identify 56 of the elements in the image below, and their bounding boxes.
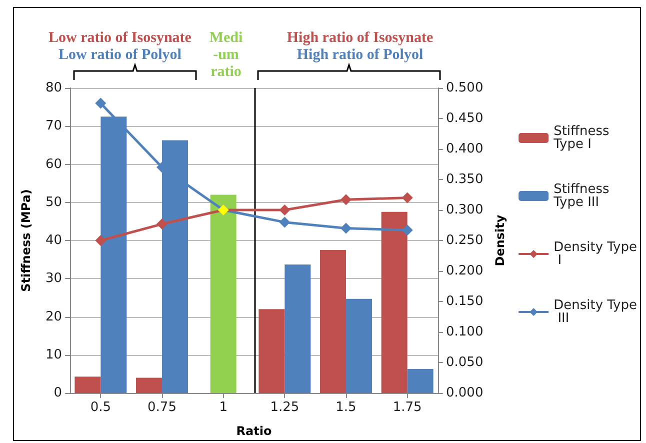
legend-label: Stiffness Type I <box>552 124 614 152</box>
point <box>340 222 352 234</box>
text: High ratio of Isosynate <box>286 30 434 47</box>
point <box>95 235 106 246</box>
point <box>156 218 168 230</box>
y-axis-title: Stiffness (MPa) <box>19 189 33 292</box>
x-axis-title: Ratio <box>236 424 272 438</box>
bar <box>346 298 372 393</box>
y-tick-label: 40 <box>45 233 62 248</box>
point <box>402 192 413 204</box>
bar <box>284 264 311 393</box>
text: Low ratio of Isosynate <box>48 30 192 47</box>
point <box>340 194 352 206</box>
bar <box>136 378 162 393</box>
text: Medi -um ratio <box>208 30 244 81</box>
y2-tick-label: 0.350 <box>446 172 484 187</box>
x-tick-label: 1.75 <box>392 400 422 415</box>
point <box>279 216 290 228</box>
y2-tick-label: 0.150 <box>446 294 484 309</box>
y-tick-label: 0 <box>54 386 62 400</box>
x-tick-label: 1.5 <box>336 400 356 415</box>
point <box>95 98 106 109</box>
text: High ratio of Polyol <box>296 47 424 64</box>
x-tick-label: 1 <box>219 400 228 415</box>
y2-tick-label: 0.500 <box>446 80 484 96</box>
y-tick-label: 80 <box>45 80 62 96</box>
y-tick-label: 70 <box>45 118 62 134</box>
y2-tick-label: 0.000 <box>446 386 484 400</box>
y2-tick-label: 0.100 <box>446 324 484 340</box>
x-tick-label: 1.25 <box>270 400 300 415</box>
y2-tick-label: 0.450 <box>446 111 484 126</box>
y2-tick-label: 0.050 <box>446 355 484 370</box>
y2-axis-title: Density <box>493 214 508 266</box>
legend-label: Density Type III <box>554 298 638 326</box>
bar <box>320 250 346 393</box>
point <box>279 204 290 216</box>
bar <box>74 376 101 393</box>
y-tick-label: 50 <box>45 194 62 210</box>
y2-tick-label: 0.200 <box>446 264 484 278</box>
bar <box>210 194 236 393</box>
bar <box>407 368 434 393</box>
x-tick-label: 0.75 <box>148 400 176 415</box>
text: Low ratio of Polyol <box>58 47 182 64</box>
bar <box>381 212 408 393</box>
x-tick-label: 0.5 <box>90 400 112 415</box>
y2-tick-label: 0.300 <box>446 202 484 218</box>
bar <box>258 309 285 393</box>
y2-tick-label: 0.250 <box>446 233 484 248</box>
y-tick-label: 60 <box>45 156 62 172</box>
y2-tick-label: 0.400 <box>446 142 484 156</box>
y-tick-label: 20 <box>45 309 62 324</box>
y-tick-label: 30 <box>45 271 62 286</box>
y-tick-label: 10 <box>45 347 62 362</box>
legend-label: Density Type I <box>554 240 638 268</box>
legend-label: Stiffness Type III <box>552 182 614 210</box>
point <box>402 224 413 236</box>
